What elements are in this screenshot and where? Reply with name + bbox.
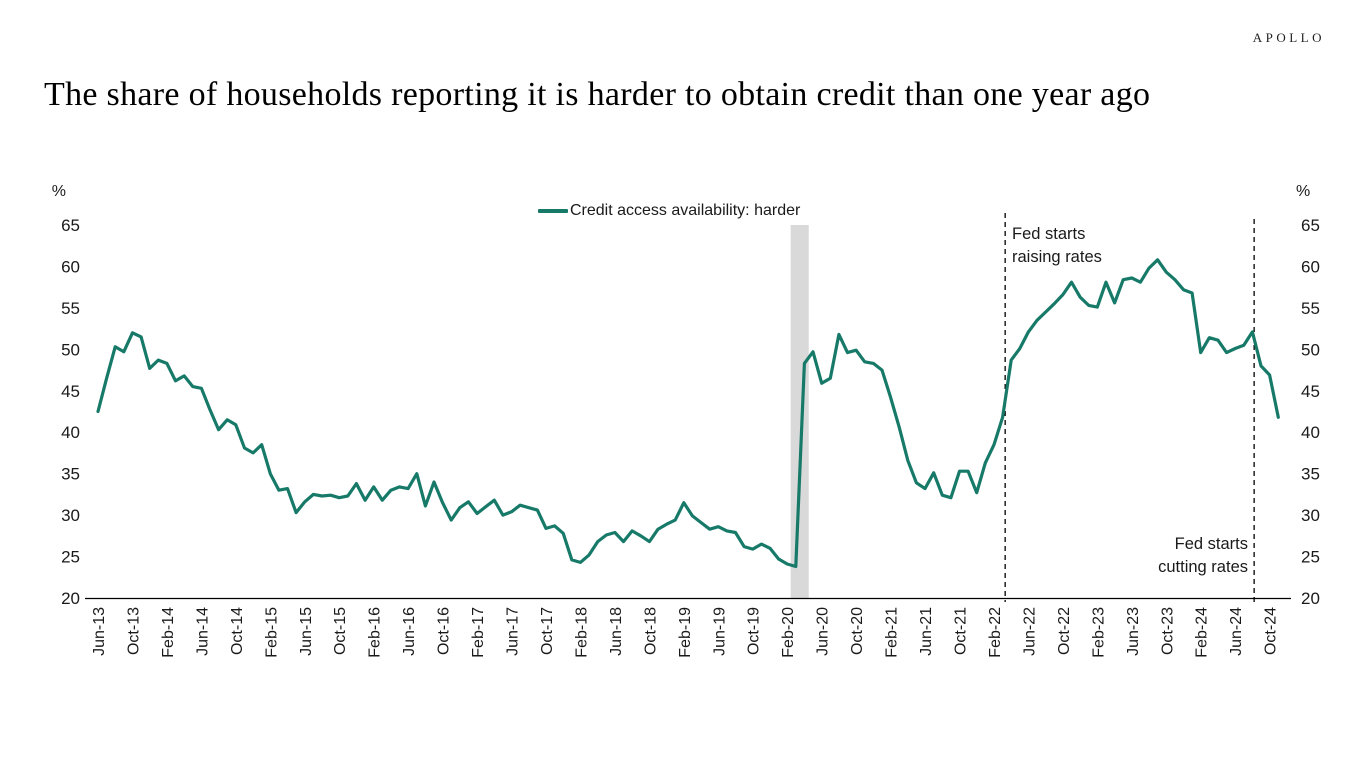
x-tick-label: Jun-20 — [815, 607, 832, 656]
x-tick-label: Feb-18 — [573, 607, 590, 658]
x-tick-label: Feb-15 — [263, 607, 280, 658]
legend-line-swatch — [538, 209, 568, 213]
y-tick-label-right: 40 — [1301, 423, 1320, 442]
x-tick-label: Jun-18 — [608, 607, 625, 656]
credit-access-series-line — [96, 258, 1280, 569]
y-tick-label-right: 35 — [1301, 465, 1320, 484]
x-tick-label: Jun-14 — [194, 607, 211, 656]
x-tick-label: Oct-13 — [125, 607, 142, 655]
y-tick-label-left: 40 — [61, 423, 80, 442]
x-tick-label: Jun-19 — [711, 607, 728, 656]
y-tick-label-right: 25 — [1301, 548, 1320, 567]
y-tick-label-right: 55 — [1301, 299, 1320, 318]
legend-label: Credit access availability: harder — [570, 202, 801, 219]
x-tick-label: Oct-16 — [436, 607, 453, 655]
y-tick-label-left: 25 — [61, 548, 80, 567]
y-tick-label-right: 20 — [1301, 589, 1320, 608]
x-tick-label: Jun-16 — [401, 607, 418, 656]
x-tick-label: Jun-24 — [1228, 607, 1245, 656]
x-tick-label: Feb-17 — [470, 607, 487, 658]
x-tick-label: Feb-24 — [1194, 607, 1211, 658]
chart-legend: Credit access availability: harder — [538, 202, 800, 220]
y-tick-label-right: 60 — [1301, 257, 1320, 276]
x-tick-label: Feb-16 — [367, 607, 384, 658]
annotation-fed-cutting-line1: Fed starts — [1174, 535, 1248, 553]
annotation-fed-cutting: Fed starts cutting rates — [1158, 533, 1248, 579]
x-tick-label: Jun-17 — [505, 607, 522, 656]
x-tick-label: Oct-15 — [332, 607, 349, 655]
x-tick-label: Oct-18 — [642, 607, 659, 655]
y-tick-label-left: 65 — [61, 216, 80, 235]
y-tick-label-right: 45 — [1301, 382, 1320, 401]
x-tick-label: Feb-22 — [987, 607, 1004, 658]
x-tick-label: Oct-14 — [229, 607, 246, 655]
annotation-fed-raising: Fed starts raising rates — [1012, 223, 1102, 269]
x-tick-label: Oct-19 — [746, 607, 763, 655]
x-tick-label: Feb-14 — [160, 607, 177, 658]
x-tick-label: Oct-21 — [953, 607, 970, 655]
x-tick-label: Jun-23 — [1125, 607, 1142, 656]
y-tick-label-right: 50 — [1301, 340, 1320, 359]
annotation-fed-cutting-line2: cutting rates — [1158, 558, 1248, 576]
x-tick-label: Feb-23 — [1090, 607, 1107, 658]
y-tick-label-left: 45 — [61, 382, 80, 401]
y-tick-label-left: 50 — [61, 340, 80, 359]
y-axis-unit-left: % — [52, 183, 66, 200]
apollo-logo: APOLLO — [1252, 30, 1325, 45]
recession-band — [790, 225, 809, 598]
x-tick-label: Jun-22 — [1021, 607, 1038, 656]
x-tick-label: Feb-19 — [677, 607, 694, 658]
y-tick-label-left: 30 — [61, 506, 80, 525]
y-axis-unit-right: % — [1296, 183, 1310, 200]
annotation-fed-raising-line1: Fed starts — [1012, 225, 1086, 243]
y-tick-label-right: 65 — [1301, 216, 1320, 235]
x-tick-label: Jun-13 — [91, 607, 108, 656]
x-tick-label: Oct-23 — [1159, 607, 1176, 655]
y-tick-label-left: 55 — [61, 299, 80, 318]
annotation-fed-raising-line2: raising rates — [1012, 248, 1102, 266]
y-tick-label-left: 20 — [61, 589, 80, 608]
y-tick-label-left: 60 — [61, 257, 80, 276]
x-tick-label: Feb-20 — [780, 607, 797, 658]
x-tick-label: Oct-22 — [1056, 607, 1073, 655]
x-tick-label: Jun-15 — [298, 607, 315, 656]
x-tick-label: Oct-24 — [1263, 607, 1280, 655]
x-tick-label: Jun-21 — [918, 607, 935, 656]
y-tick-label-left: 35 — [61, 465, 80, 484]
x-tick-label: Oct-20 — [849, 607, 866, 655]
y-tick-label-right: 30 — [1301, 506, 1320, 525]
page-title: The share of households reporting it is … — [44, 75, 1151, 113]
x-tick-label: Feb-21 — [884, 607, 901, 658]
x-tick-label: Oct-17 — [539, 607, 556, 655]
